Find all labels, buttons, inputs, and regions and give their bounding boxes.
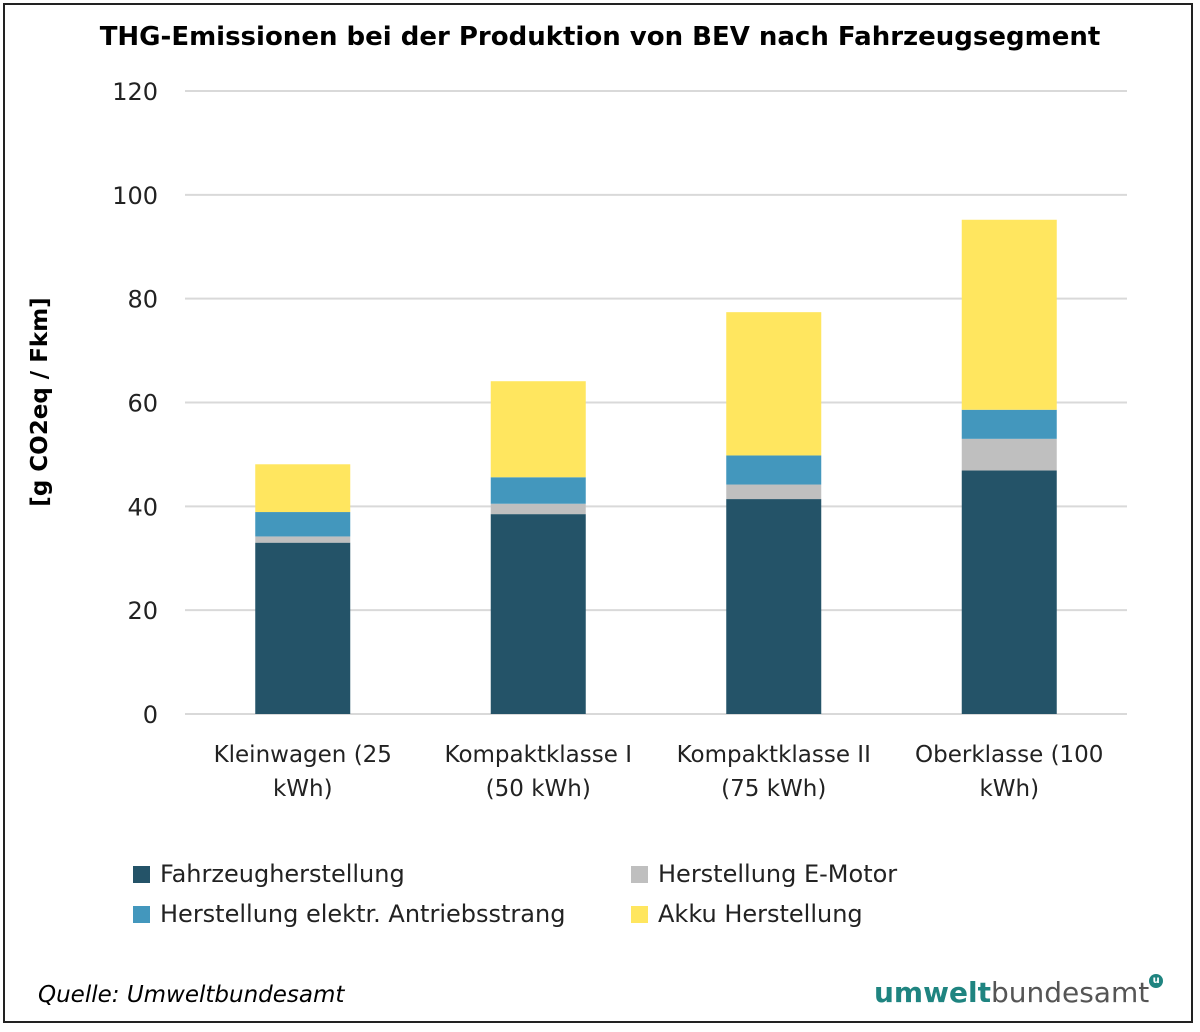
y-tick-label: 120 bbox=[112, 78, 158, 106]
bar-segment bbox=[255, 464, 351, 513]
legend-swatch bbox=[631, 865, 648, 883]
bar-segment bbox=[961, 438, 1057, 471]
legend-item: Akku Herstellung bbox=[631, 900, 863, 928]
x-tick-label: (75 kWh) bbox=[721, 776, 826, 802]
legend-item: Herstellung E-Motor bbox=[631, 860, 897, 888]
legend-item: Herstellung elektr. Antriebsstrang bbox=[133, 900, 565, 928]
y-axis-label: [g CO2eq / Fkm] bbox=[27, 297, 53, 506]
bar-segment bbox=[726, 455, 822, 485]
bar-segment bbox=[961, 470, 1057, 714]
x-tick-label: Kompaktklasse I bbox=[445, 742, 632, 768]
umweltbundesamt-logo: umweltbundesamt u bbox=[874, 974, 1164, 1009]
bar-segment bbox=[490, 477, 586, 504]
chart-title: THG-Emissionen bei der Produktion von BE… bbox=[99, 22, 1101, 52]
x-tick-label: (50 kWh) bbox=[486, 776, 591, 802]
legend-swatch bbox=[133, 905, 150, 923]
bar-segment bbox=[255, 542, 351, 714]
bar-segment bbox=[726, 484, 822, 500]
x-tick-label: Oberklasse (100 bbox=[915, 742, 1103, 768]
x-tick-label: kWh) bbox=[979, 776, 1039, 802]
logo-mark: u bbox=[1149, 974, 1164, 988]
source-note: Quelle: Umweltbundesamt bbox=[38, 982, 345, 1008]
bar-segment bbox=[255, 536, 351, 543]
logo-text-1: umwelt bbox=[874, 976, 991, 1009]
y-tick-label: 100 bbox=[112, 182, 158, 210]
x-tick-label: Kleinwagen (25 bbox=[214, 742, 392, 768]
y-tick-label: 0 bbox=[143, 701, 158, 729]
bar-segment bbox=[961, 219, 1057, 410]
x-tick-label: Kompaktklasse II bbox=[677, 742, 871, 768]
y-tick-label: 20 bbox=[127, 597, 158, 625]
bar-segment bbox=[961, 409, 1057, 439]
y-tick-label: 60 bbox=[127, 390, 158, 418]
chart-frame bbox=[3, 3, 1193, 1023]
legend-swatch bbox=[133, 865, 150, 883]
legend-swatch bbox=[631, 905, 648, 923]
y-tick-label: 80 bbox=[127, 286, 158, 314]
bar-segment bbox=[490, 514, 586, 714]
bar-segment bbox=[726, 499, 822, 714]
legend-label: Herstellung elektr. Antriebsstrang bbox=[160, 900, 566, 928]
bar-segment bbox=[255, 512, 351, 537]
legend-item: Fahrzeugherstellung bbox=[133, 860, 405, 888]
y-tick-label: 40 bbox=[127, 493, 158, 521]
legend-label: Herstellung E-Motor bbox=[658, 860, 898, 888]
bar-segment bbox=[490, 381, 586, 478]
legend-label: Akku Herstellung bbox=[658, 900, 863, 928]
x-tick-label: kWh) bbox=[273, 776, 333, 802]
bar-segment bbox=[726, 312, 822, 456]
legend-label: Fahrzeugherstellung bbox=[160, 860, 405, 888]
bar-segment bbox=[490, 503, 586, 515]
logo-text-2: bundesamt bbox=[990, 976, 1150, 1009]
